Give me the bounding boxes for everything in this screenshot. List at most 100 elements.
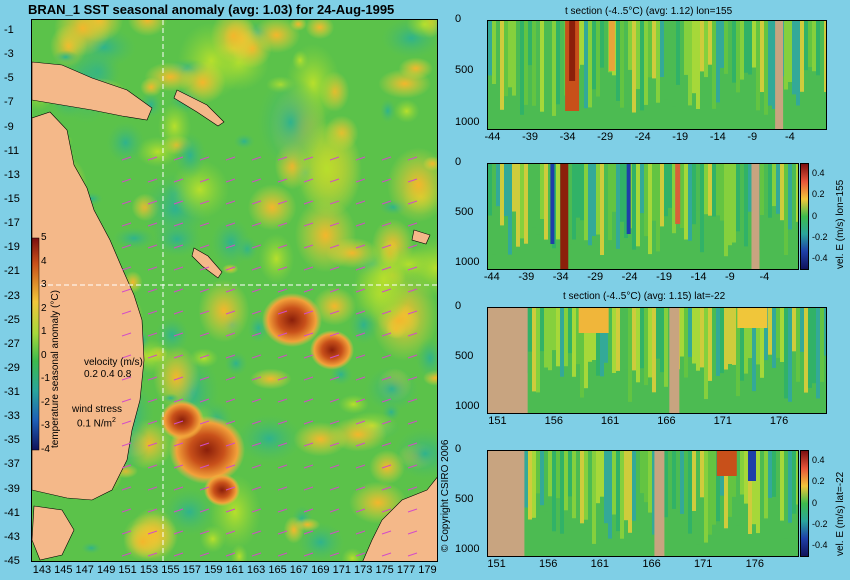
section-column xyxy=(724,451,728,529)
warm-anomaly-core xyxy=(204,473,240,507)
map-x-tick: 171 xyxy=(332,564,351,576)
wind-arrow xyxy=(355,376,366,381)
wind-arrow xyxy=(251,552,262,557)
section-1-title: t section (-4..5°C) (avg: 1.12) lon=155 xyxy=(565,6,733,17)
section-land xyxy=(488,308,528,413)
map-y-tick: -39 xyxy=(4,482,20,495)
wind-arrow xyxy=(355,486,366,491)
section-column xyxy=(632,451,636,521)
wind-arrow xyxy=(147,530,158,535)
map-y-tick: -35 xyxy=(4,434,20,447)
map-x-tick: 143 xyxy=(32,564,52,576)
section-column xyxy=(556,308,560,367)
section-column xyxy=(596,21,600,97)
wind-arrow xyxy=(303,552,314,557)
section-column xyxy=(640,308,644,369)
map-x-tick: 153 xyxy=(139,564,159,576)
anomaly-patch xyxy=(379,98,396,123)
wind-arrow xyxy=(173,244,184,249)
section-column xyxy=(600,451,604,497)
section-column xyxy=(688,21,692,106)
section-y-tick: 0 xyxy=(455,13,462,25)
map-x-tick: 151 xyxy=(118,564,137,576)
section-column xyxy=(800,21,804,92)
section-column xyxy=(708,21,712,65)
wind-arrow xyxy=(199,486,210,491)
section-y-tick: 500 xyxy=(455,206,474,218)
section-column xyxy=(588,164,592,246)
section-x-tick: -24 xyxy=(621,271,638,283)
section-column xyxy=(740,451,744,495)
section-column xyxy=(644,308,648,386)
wind-arrow xyxy=(173,156,184,161)
section-column xyxy=(576,451,580,512)
wind-arrow xyxy=(277,200,288,205)
section-column xyxy=(780,451,784,521)
velocity-colorbar-tick: 0 xyxy=(812,497,818,508)
section-column xyxy=(684,164,688,240)
map-y-tick: -31 xyxy=(4,386,20,399)
map-y-tick: -9 xyxy=(4,120,14,133)
wind-arrow xyxy=(225,200,236,205)
map-x-tick: 179 xyxy=(418,564,437,576)
wind-arrow xyxy=(199,552,210,557)
wind-arrow xyxy=(147,244,158,249)
section-column xyxy=(684,308,688,378)
wind-arrow xyxy=(173,178,184,183)
wind-arrow xyxy=(303,200,314,205)
wind-arrow xyxy=(277,354,288,359)
section-column xyxy=(596,308,600,376)
wind-arrow xyxy=(329,376,340,381)
wind-arrow xyxy=(199,376,210,381)
map-y-tick: -41 xyxy=(4,506,20,519)
wind-arrow xyxy=(199,310,210,315)
wind-arrow xyxy=(121,244,132,249)
velocity-colorbar-2-label: vel. E (m/s) lat=-22 xyxy=(835,471,846,556)
section-column xyxy=(548,451,552,497)
wind-arrow xyxy=(173,354,184,359)
section-column xyxy=(672,451,676,509)
wind-arrow xyxy=(355,200,366,205)
section-column xyxy=(600,21,604,68)
section-column xyxy=(588,308,592,362)
wind-arrow xyxy=(303,420,314,425)
section-column xyxy=(768,308,772,355)
wind-arrow xyxy=(199,332,210,337)
anomaly-patch xyxy=(112,227,156,250)
wind-arrow xyxy=(303,464,314,469)
wind-arrow xyxy=(277,508,288,513)
wind-arrow xyxy=(277,376,288,381)
wind-arrow xyxy=(277,398,288,403)
section-column xyxy=(704,451,708,543)
section-column xyxy=(652,451,656,535)
section-column xyxy=(612,308,616,373)
wind-arrow xyxy=(147,508,158,513)
section-column xyxy=(536,21,540,102)
anomaly-patch xyxy=(338,394,369,414)
section-column xyxy=(548,21,552,105)
section-column xyxy=(528,164,532,207)
section-column xyxy=(596,164,600,235)
section-column xyxy=(500,164,504,226)
anomaly-patch xyxy=(305,20,335,40)
velocity-label: velocity (m/s) xyxy=(84,357,143,368)
section-column xyxy=(540,21,544,112)
wind-arrow xyxy=(199,288,210,293)
wind-arrow xyxy=(381,222,392,227)
colorbar-tick: 3 xyxy=(41,279,47,291)
section-column xyxy=(548,164,552,255)
wind-arrow xyxy=(329,486,340,491)
section-x-tick: -44 xyxy=(483,271,500,283)
wind-arrow xyxy=(381,178,392,183)
wind-arrow xyxy=(251,332,262,337)
section-column xyxy=(716,451,720,522)
wind-arrow xyxy=(225,354,236,359)
wind-arrow xyxy=(407,266,418,271)
wind-arrow xyxy=(121,332,132,337)
section-column xyxy=(660,21,664,77)
section-column xyxy=(600,308,604,377)
section-column xyxy=(824,308,826,356)
section-column xyxy=(664,21,668,100)
section-column xyxy=(636,451,640,532)
section-column xyxy=(648,308,652,378)
